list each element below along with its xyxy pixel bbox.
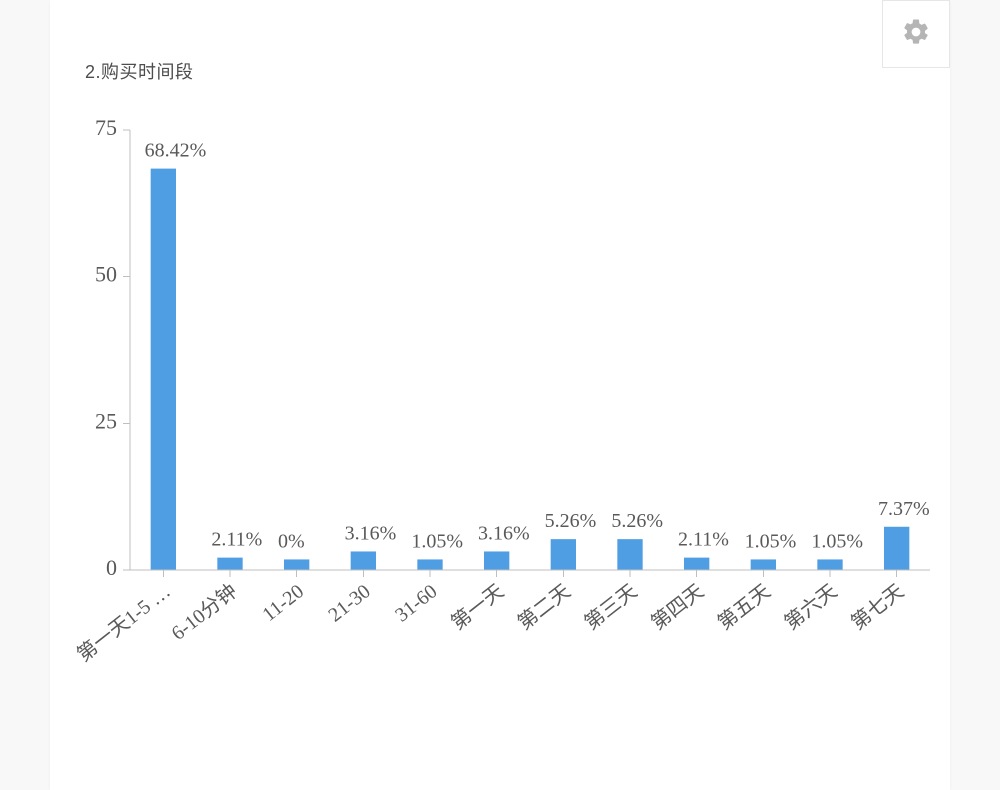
x-tick-label: 21-30: [324, 580, 374, 626]
bar-value-label: 5.26%: [611, 510, 663, 532]
x-tick-label: 6-10分钟: [167, 580, 242, 645]
x-tick-label: 第一天1-5 …: [73, 580, 175, 667]
x-tick-label: 31-60: [391, 580, 441, 626]
bar-chart: 0 25 50 75 68.42% 2.11% 0% 3.16% 1.05% 3.16% 5.26…: [50, 0, 950, 790]
y-tick-label: 25: [95, 408, 117, 433]
x-tick-label: 第七天: [847, 580, 908, 635]
chart-card: 2.购买时间段 0255075 68.42%2.11%0%3.16%1.05%3…: [50, 0, 950, 790]
x-tick-label: 第三天: [580, 580, 641, 635]
bar-value-label: 7.37%: [878, 498, 930, 520]
bar: [484, 551, 509, 570]
bar: [684, 558, 709, 570]
bar: [417, 559, 442, 570]
bar: [217, 558, 242, 570]
x-tick-label: 第五天: [713, 580, 774, 635]
x-tick-label: 第二天: [513, 580, 574, 635]
bar-value-label: 0%: [278, 530, 305, 552]
bar: [884, 527, 909, 570]
x-tick-label: 11-20: [258, 580, 308, 626]
bar-value-label: 2.11%: [678, 529, 729, 551]
bar: [151, 169, 176, 570]
bar-value-label: 3.16%: [478, 522, 530, 544]
y-tick-label: 75: [95, 115, 117, 140]
x-tick-label: 第四天: [647, 580, 708, 635]
x-tick-label: 第六天: [780, 580, 841, 635]
x-tick-label: 第一天: [447, 580, 508, 635]
bar-value-label: 1.05%: [411, 530, 463, 552]
bar: [751, 559, 776, 570]
bar: [284, 559, 309, 570]
bar: [551, 539, 576, 570]
y-tick-label: 0: [106, 555, 117, 580]
bar-value-label: 2.11%: [211, 529, 262, 551]
bar: [351, 551, 376, 570]
bar-value-label: 1.05%: [745, 530, 797, 552]
bar-value-label: 5.26%: [545, 510, 597, 532]
bar-value-label: 68.42%: [145, 140, 207, 162]
bar: [817, 559, 842, 570]
y-tick-label: 50: [95, 262, 117, 287]
bar-value-label: 3.16%: [345, 522, 397, 544]
bar-value-label: 1.05%: [811, 530, 863, 552]
bar: [617, 539, 642, 570]
